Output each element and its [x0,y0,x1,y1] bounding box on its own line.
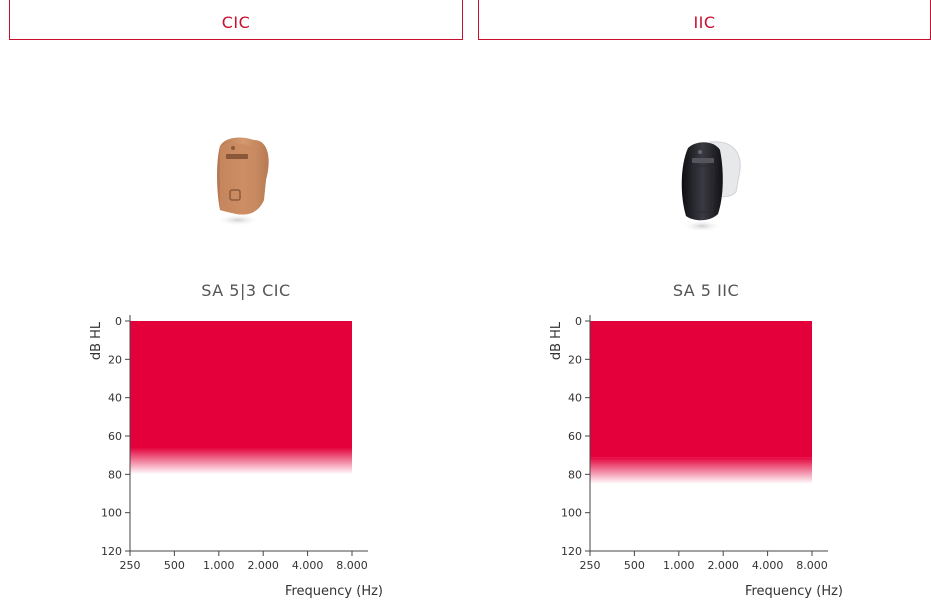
x-axis-label: Frequency (Hz) [745,584,843,599]
tab-cic-label: CIC [221,13,251,32]
y-tick-label: 100 [101,507,122,520]
x-tick-label: 250 [580,559,601,572]
tab-iic-label: IIC [693,13,716,32]
device-shell-iic [681,142,723,221]
product-name-cic: SA 5|3 CIC [201,281,291,300]
y-tick-label: 120 [561,545,582,558]
y-tick-label: 20 [568,353,582,366]
y-tick-label: 0 [115,315,122,328]
x-tick-label: 4.000 [292,559,324,572]
fitting-range-fade [130,447,352,475]
tab-iic[interactable]: IIC [478,0,931,40]
x-axis-label: Frequency (Hz) [285,584,383,599]
product-name-iic: SA 5 IIC [672,281,740,300]
y-tick-label: 60 [568,430,582,443]
y-axis-label: dB HL [549,321,564,360]
x-tick-label: 500 [164,559,185,572]
fitting-range-fade [590,457,812,484]
x-tick-label: 2.000 [247,559,279,572]
x-tick-label: 8.000 [336,559,368,572]
y-tick-label: 100 [561,507,582,520]
x-tick-label: 2.000 [707,559,739,572]
y-tick-label: 80 [108,468,122,481]
x-tick-label: 250 [120,559,141,572]
x-tick-label: 8.000 [796,559,828,572]
y-tick-label: 80 [568,468,582,481]
device-image-cic [216,137,269,226]
tab-cic[interactable]: CIC [9,0,463,40]
y-tick-label: 40 [108,392,122,405]
y-tick-label: 0 [575,315,582,328]
x-tick-label: 4.000 [752,559,784,572]
fitting-range-solid [130,321,352,448]
y-tick-label: 40 [568,392,582,405]
x-tick-label: 500 [624,559,645,572]
device-image-iic [681,141,741,232]
x-tick-label: 1.000 [663,559,695,572]
y-axis-label: dB HL [89,321,104,360]
fitting-range-solid [590,321,812,458]
x-tick-label: 1.000 [203,559,235,572]
y-tick-label: 120 [101,545,122,558]
y-tick-label: 20 [108,353,122,366]
y-tick-label: 60 [108,430,122,443]
